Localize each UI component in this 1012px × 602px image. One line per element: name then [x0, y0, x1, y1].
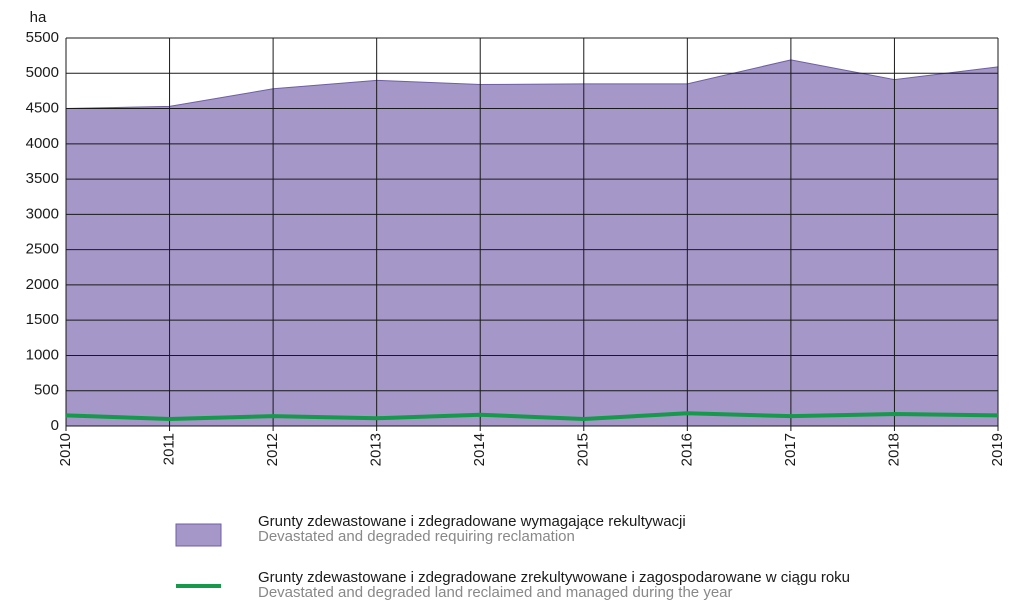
x-tick-label: 2011	[161, 433, 178, 465]
x-tick-label: 2010	[57, 433, 74, 466]
y-tick-label: 0	[51, 417, 59, 434]
area	[66, 59, 998, 427]
y-tick-label: 500	[34, 382, 59, 399]
y-tick-label: 1000	[26, 346, 59, 363]
y-tick-label: 2500	[26, 241, 59, 258]
legend-label-en: Devastated and degraded requiring reclam…	[258, 528, 575, 545]
y-tick-label: 3000	[26, 205, 59, 222]
y-tick-label: 4000	[26, 135, 59, 152]
x-tick-label: 2019	[989, 433, 1006, 466]
x-tick-label: 2017	[782, 433, 799, 466]
line	[65, 411, 999, 421]
y-tick-label: 2000	[26, 276, 59, 293]
x-tick-label: 2015	[575, 433, 592, 466]
x-tick-label: 2013	[368, 433, 385, 466]
x-tick-label: 2016	[678, 433, 695, 466]
y-tick-label: 5500	[26, 29, 59, 46]
legend-swatch	[175, 523, 222, 547]
y-tick-label: 4500	[26, 100, 59, 117]
legend-label: Grunty zdewastowane i zdegradowane zreku…	[258, 569, 850, 586]
area-edge	[65, 59, 999, 110]
x-tick-label: 2018	[885, 433, 902, 466]
y-tick-label: 5000	[26, 64, 59, 81]
legend-label-en: Devastated and degraded land reclaimed a…	[258, 584, 733, 601]
y-tick-label: 3500	[26, 170, 59, 187]
y-axis-label: ha	[30, 9, 47, 26]
y-tick-label: 1500	[26, 311, 59, 328]
x-tick-label: 2014	[471, 433, 488, 466]
legend-label: Grunty zdewastowane i zdegradowane wymag…	[258, 513, 686, 530]
x-tick-label: 2012	[264, 433, 281, 466]
